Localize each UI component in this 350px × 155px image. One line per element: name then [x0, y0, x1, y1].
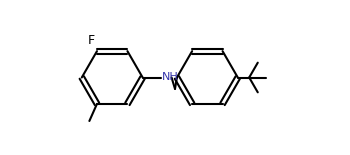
Text: NH: NH: [162, 73, 178, 82]
Text: F: F: [88, 34, 95, 47]
